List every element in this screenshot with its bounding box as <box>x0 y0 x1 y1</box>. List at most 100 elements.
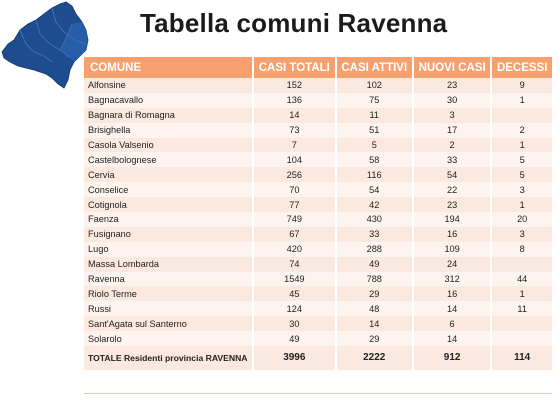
value-cell: 58 <box>335 152 414 168</box>
value-cell: 11 <box>491 301 552 317</box>
table-row: Massa Lombarda 74 49 24 <box>84 256 552 272</box>
value-cell: 22 <box>412 182 493 198</box>
value-cell: 30 <box>412 92 493 108</box>
comune-name-cell: Massa Lombarda <box>84 256 254 272</box>
table-row: Solarolo 49 29 14 <box>84 331 552 347</box>
value-cell: 20 <box>491 212 552 227</box>
value-cell: 30 <box>253 316 337 332</box>
value-cell: 33 <box>412 152 493 168</box>
table-body: Alfonsine 152 102 23 9 Bagnacavallo 136 75 30 1 Ba… <box>84 78 552 371</box>
value-cell: 45 <box>253 286 337 302</box>
value-cell: 136 <box>253 92 337 108</box>
comune-name-cell: Casola Valsenio <box>84 137 254 153</box>
value-cell: 16 <box>412 286 493 302</box>
value-cell: 124 <box>253 301 337 317</box>
value-cell: 48 <box>335 301 414 317</box>
value-cell: 5 <box>335 137 414 153</box>
table-row: Brisighella 73 51 17 2 <box>84 122 552 138</box>
value-cell: 3 <box>412 107 493 123</box>
table-row: Riolo Terme 45 29 16 1 <box>84 286 552 302</box>
table-row: Cervia 256 116 54 5 <box>84 167 552 183</box>
highlighted-province <box>60 22 88 62</box>
total-value-cell: 114 <box>491 346 552 371</box>
table-row: Faenza 749 430 194 20 <box>84 212 552 227</box>
value-cell: 29 <box>335 331 414 347</box>
comune-name-cell: Ravenna <box>84 271 254 287</box>
value-cell: 1549 <box>253 271 337 287</box>
value-cell: 430 <box>335 212 414 227</box>
table-row: Castelbolognese 104 58 33 5 <box>84 152 552 168</box>
value-cell: 1 <box>491 286 552 302</box>
value-cell: 116 <box>335 167 414 183</box>
value-cell: 5 <box>491 167 552 183</box>
total-label-cell: TOTALE Residenti provincia RAVENNA <box>84 346 254 371</box>
value-cell: 312 <box>412 271 493 287</box>
column-header: DECESSI <box>491 57 552 78</box>
value-cell: 33 <box>335 226 414 242</box>
value-cell: 109 <box>412 241 493 257</box>
value-cell: 9 <box>491 78 552 93</box>
value-cell: 749 <box>253 212 337 227</box>
value-cell: 74 <box>253 256 337 272</box>
value-cell: 49 <box>253 331 337 347</box>
table-header-row: COMUNE CASI TOTALI CASI ATTIVI NUOVI CAS… <box>84 57 552 78</box>
comune-name-cell: Cervia <box>84 167 254 183</box>
value-cell: 420 <box>253 241 337 257</box>
value-cell: 1 <box>491 197 552 213</box>
table-bottom-divider <box>84 393 552 394</box>
table-row: Fusignano 67 33 16 3 <box>84 226 552 242</box>
comune-name-cell: Fusignano <box>84 226 254 242</box>
value-cell: 102 <box>335 78 414 93</box>
table-row: Cotignola 77 42 23 1 <box>84 197 552 213</box>
value-cell: 54 <box>412 167 493 183</box>
value-cell <box>491 331 552 347</box>
value-cell: 77 <box>253 197 337 213</box>
comune-name-cell: Solarolo <box>84 331 254 347</box>
comune-name-cell: Sant'Agata sul Santerno <box>84 316 254 332</box>
value-cell: 73 <box>253 122 337 138</box>
total-row: TOTALE Residenti provincia RAVENNA 3996 22… <box>84 346 552 371</box>
comune-name-cell: Bagnara di Romagna <box>84 107 254 123</box>
value-cell: 11 <box>335 107 414 123</box>
value-cell: 67 <box>253 226 337 242</box>
value-cell: 42 <box>335 197 414 213</box>
table-row: Bagnara di Romagna 14 11 3 <box>84 107 552 123</box>
value-cell: 6 <box>412 316 493 332</box>
value-cell: 70 <box>253 182 337 198</box>
table-row: Alfonsine 152 102 23 9 <box>84 78 552 93</box>
value-cell: 14 <box>335 316 414 332</box>
column-header: NUOVI CASI <box>412 57 493 78</box>
comune-name-cell: Faenza <box>84 212 254 227</box>
value-cell: 3 <box>491 182 552 198</box>
value-cell: 256 <box>253 167 337 183</box>
value-cell: 17 <box>412 122 493 138</box>
value-cell: 8 <box>491 241 552 257</box>
value-cell <box>491 256 552 272</box>
value-cell: 7 <box>253 137 337 153</box>
table-row: Lugo 420 288 109 8 <box>84 241 552 257</box>
value-cell: 2 <box>491 122 552 138</box>
value-cell: 23 <box>412 78 493 93</box>
table-row: Casola Valsenio 7 5 2 1 <box>84 137 552 153</box>
table-row: Conselice 70 54 22 3 <box>84 182 552 198</box>
table-row: Sant'Agata sul Santerno 30 14 6 <box>84 316 552 332</box>
value-cell: 54 <box>335 182 414 198</box>
value-cell: 152 <box>253 78 337 93</box>
value-cell: 51 <box>335 122 414 138</box>
value-cell: 5 <box>491 152 552 168</box>
value-cell: 14 <box>253 107 337 123</box>
emilia-romagna-map-logo <box>1 1 89 89</box>
value-cell <box>491 107 552 123</box>
value-cell: 104 <box>253 152 337 168</box>
value-cell: 75 <box>335 92 414 108</box>
comune-name-cell: Castelbolognese <box>84 152 254 168</box>
value-cell: 49 <box>335 256 414 272</box>
total-value-cell: 912 <box>412 346 493 371</box>
province-border <box>19 7 87 63</box>
value-cell: 44 <box>491 271 552 287</box>
value-cell: 2 <box>412 137 493 153</box>
total-value-cell: 2222 <box>335 346 414 371</box>
value-cell: 194 <box>412 212 493 227</box>
value-cell: 14 <box>412 331 493 347</box>
column-header: CASI TOTALI <box>253 57 337 78</box>
